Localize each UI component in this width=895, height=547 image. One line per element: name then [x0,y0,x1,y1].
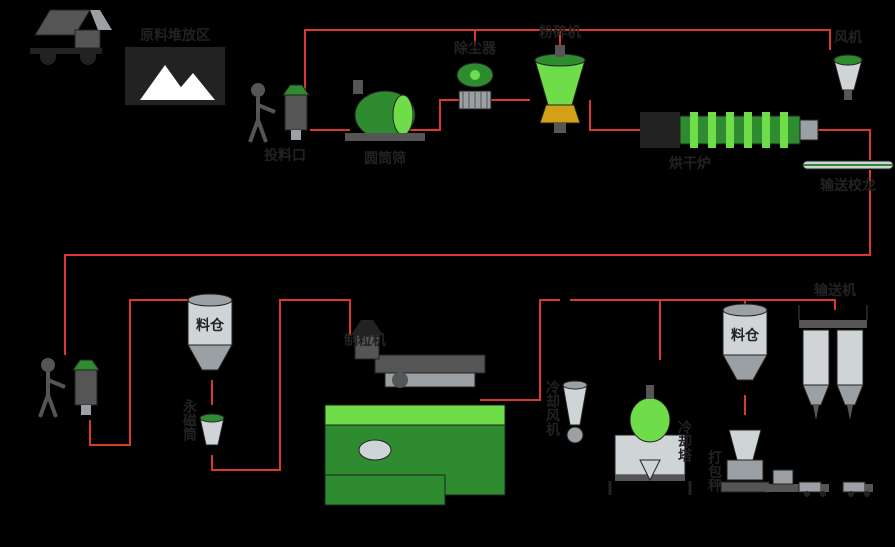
node-dust: 除尘器 [454,40,497,109]
svg-text:永磁筒: 永磁筒 [182,398,198,442]
process-flow-diagram: 原料堆放区投料口 圆筒筛 除尘器 粉碎机烘干炉 风机输送校龙料仓永磁筒 制粒机冷却风机冷却… [0,0,895,547]
svg-text:输送校龙: 输送校龙 [820,177,876,193]
svg-text:冷却塔: 冷却塔 [677,419,693,463]
svg-text:投料口: 投料口 [264,147,306,163]
svg-text:原料堆放区: 原料堆放区 [140,27,210,43]
svg-text:风机: 风机 [834,29,862,45]
svg-text:输送机: 输送机 [814,282,856,298]
svg-text:圆筒筛: 圆筒筛 [364,150,406,166]
svg-text:粉碎机: 粉碎机 [539,24,581,40]
svg-text:冷却风机: 冷却风机 [545,379,561,437]
svg-text:料仓: 料仓 [196,317,225,333]
svg-text:料仓: 料仓 [731,327,760,343]
svg-text:制粒机: 制粒机 [344,332,386,348]
svg-text:打包秤: 打包秤 [707,449,723,493]
svg-text:烘干炉: 烘干炉 [669,155,711,171]
svg-text:除尘器: 除尘器 [454,40,497,56]
